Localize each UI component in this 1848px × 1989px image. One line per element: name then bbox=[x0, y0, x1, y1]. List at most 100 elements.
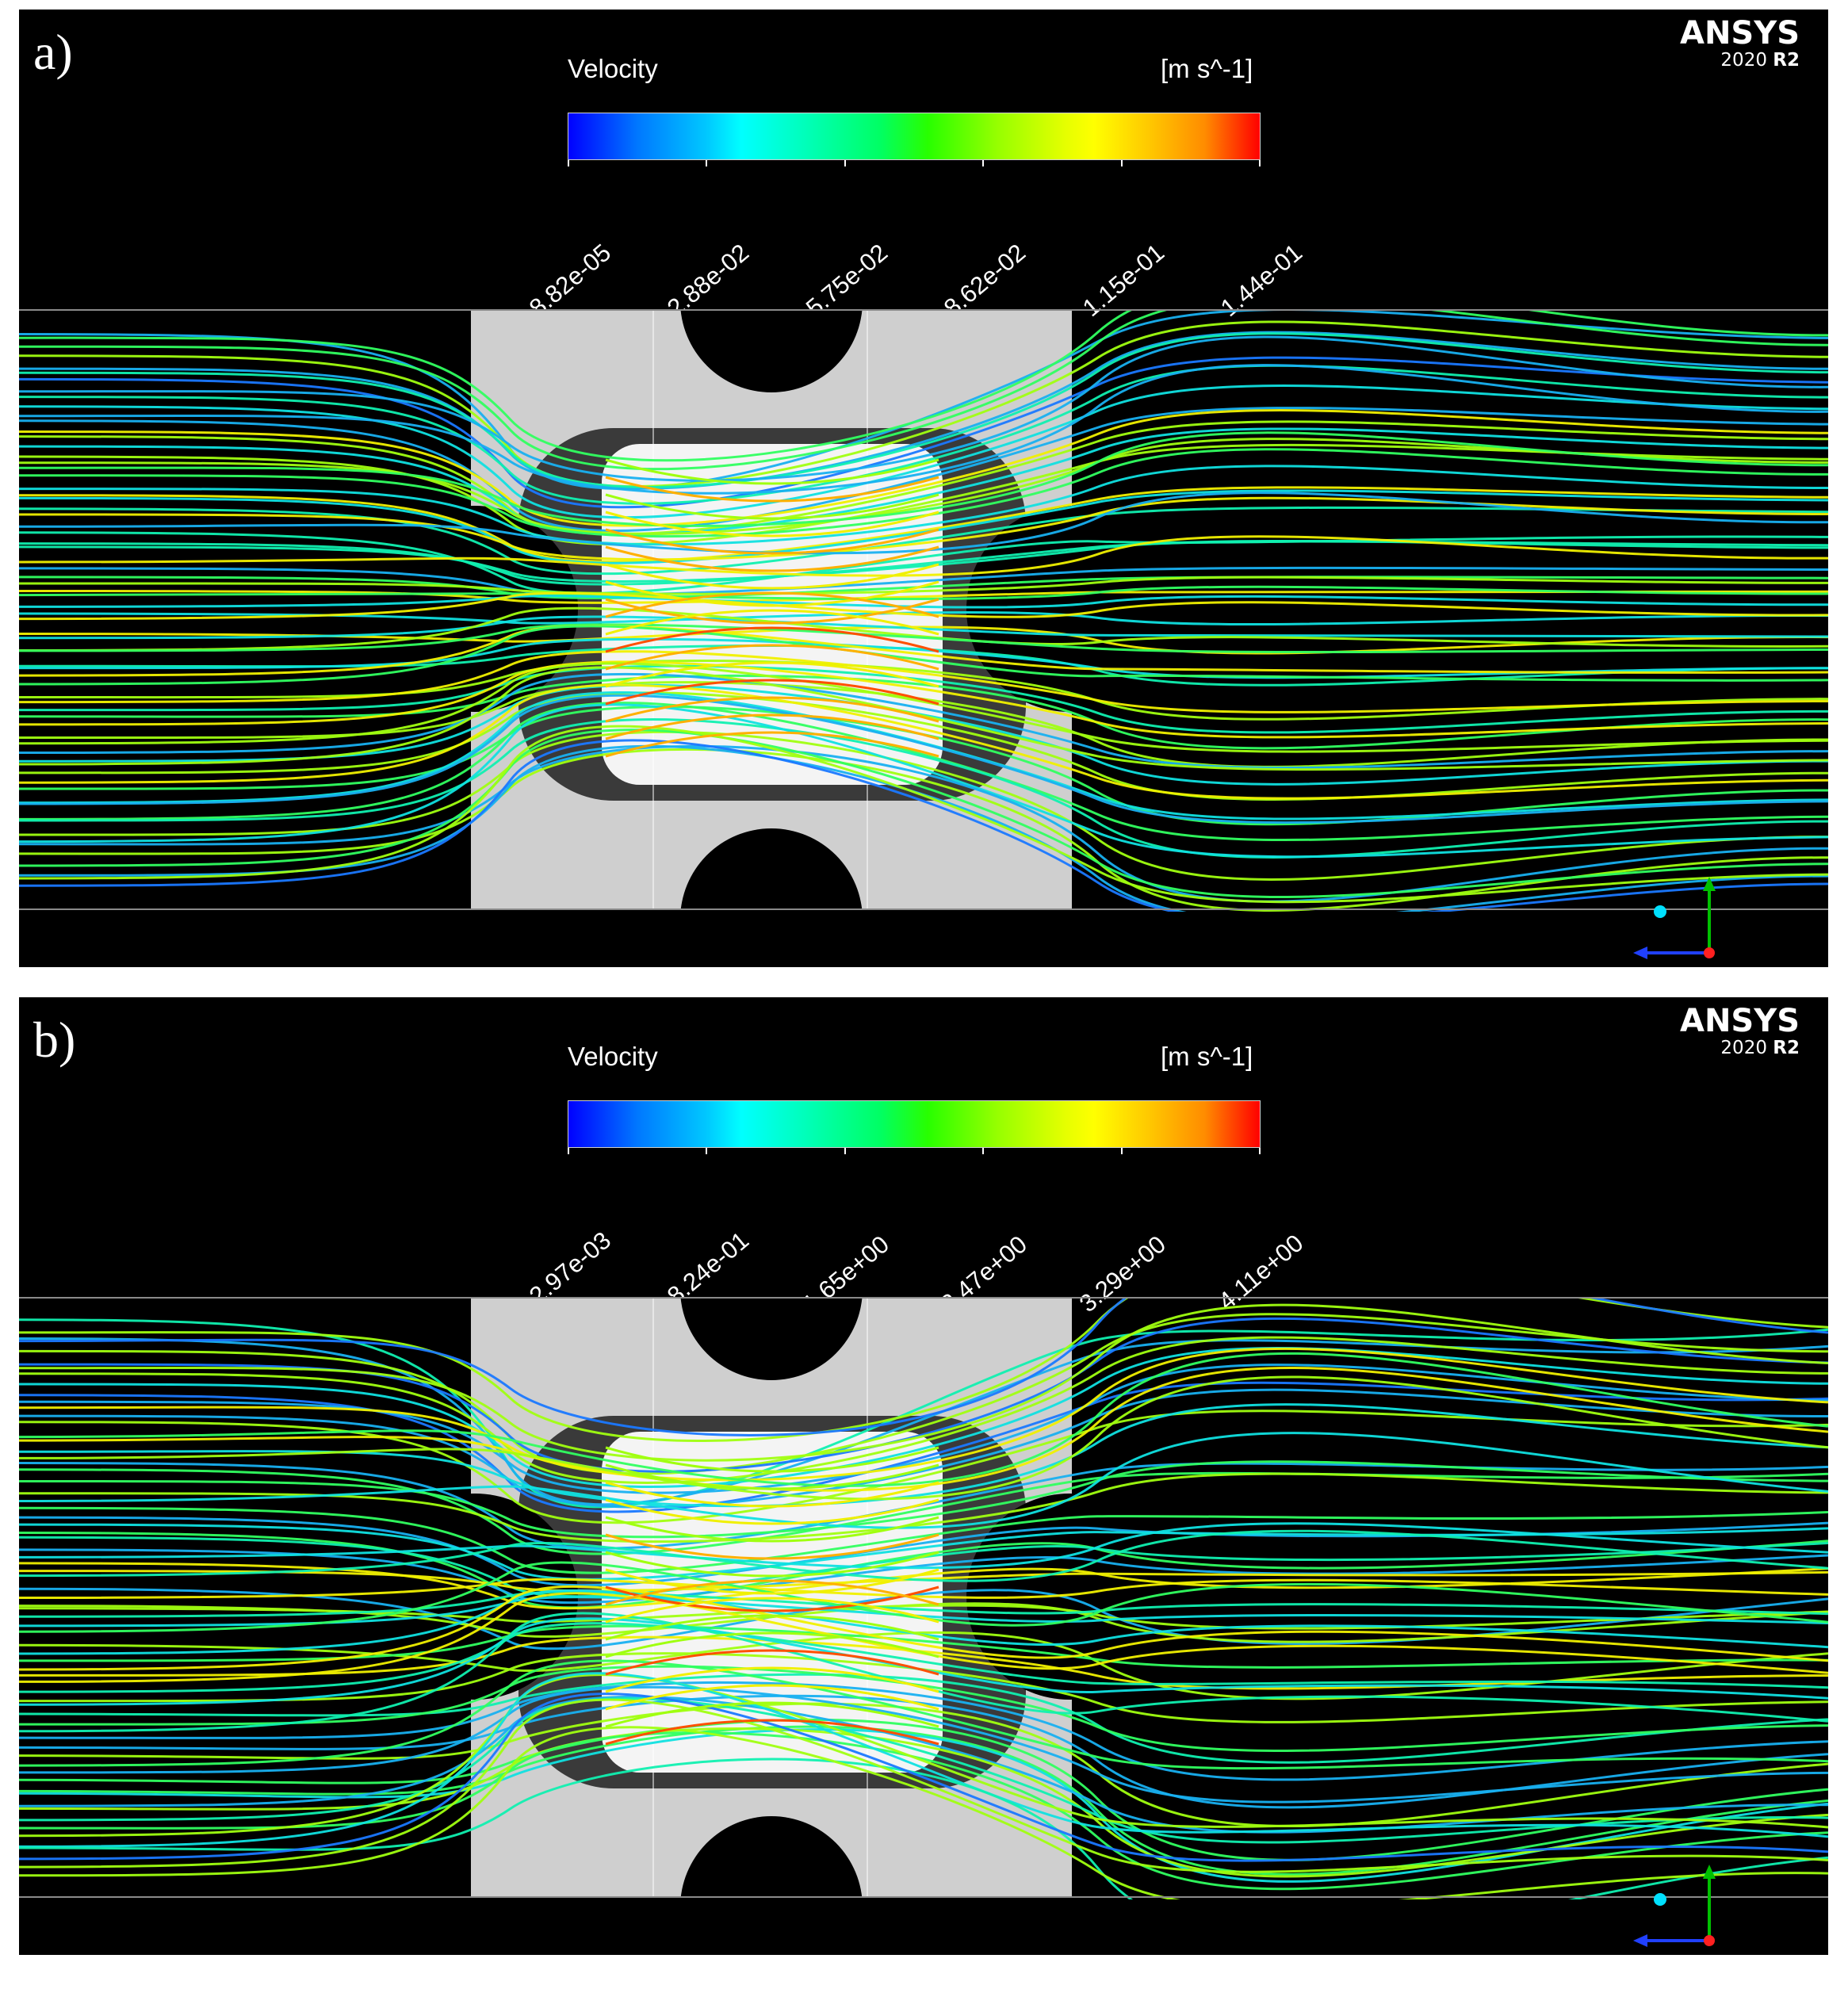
streamline bbox=[605, 1551, 939, 1578]
streamline bbox=[19, 725, 1828, 904]
streamline bbox=[19, 1612, 1828, 1733]
streamline bbox=[19, 611, 1828, 626]
streamline bbox=[19, 1673, 1828, 1838]
streamline bbox=[19, 1403, 1828, 1508]
tick-mark bbox=[844, 160, 846, 166]
streamline bbox=[19, 1652, 1828, 1723]
streamline bbox=[19, 1318, 1828, 1509]
streamline bbox=[605, 661, 939, 688]
streamline bbox=[19, 1367, 1828, 1492]
tick-mark bbox=[1259, 1148, 1261, 1154]
domain-boundary-bottom bbox=[19, 1896, 1828, 1898]
streamline bbox=[19, 576, 1828, 599]
streamline bbox=[19, 1718, 1828, 1861]
axis-x-dot bbox=[1704, 947, 1715, 958]
brand-name: ANSYS bbox=[1679, 1003, 1800, 1039]
streamline bbox=[19, 427, 1828, 536]
axis-y-arrow bbox=[1703, 1865, 1716, 1879]
brand-name: ANSYS bbox=[1679, 15, 1800, 52]
panel-letter: a) bbox=[33, 24, 73, 80]
streamline bbox=[19, 1432, 1828, 1529]
streamline bbox=[19, 1685, 1828, 1803]
domain-boundary-top bbox=[19, 1297, 1828, 1299]
streamline bbox=[605, 1481, 939, 1508]
axis-z-arrow bbox=[1633, 947, 1647, 959]
streamline bbox=[19, 332, 1828, 488]
streamline bbox=[19, 1347, 1828, 1488]
streamline bbox=[19, 672, 1828, 770]
streamline bbox=[19, 1622, 1828, 1693]
streamline bbox=[605, 609, 939, 636]
flow-domain bbox=[19, 210, 1828, 967]
streamline bbox=[19, 320, 1828, 488]
streamline bbox=[605, 1719, 939, 1746]
streamline bbox=[605, 591, 939, 618]
streamline bbox=[19, 1596, 1828, 1628]
streamline bbox=[19, 624, 1828, 677]
streamline bbox=[605, 1533, 939, 1560]
streamline bbox=[19, 662, 1828, 753]
streamline bbox=[19, 591, 1828, 621]
streamline bbox=[605, 1579, 939, 1606]
streamline bbox=[19, 1529, 1828, 1582]
tick-mark bbox=[844, 1148, 846, 1154]
streamline bbox=[19, 431, 1828, 527]
streamline bbox=[19, 637, 1828, 679]
tick-mark bbox=[982, 160, 984, 166]
streamline bbox=[19, 1697, 1828, 1844]
brand-version: 2020 R2 bbox=[1720, 1038, 1800, 1058]
streamline bbox=[19, 1726, 1828, 1909]
streamline-plot bbox=[19, 1198, 1828, 1955]
streamline bbox=[605, 545, 939, 572]
axis-z-arrow bbox=[1633, 1934, 1647, 1947]
streamline bbox=[19, 331, 1828, 490]
streamline bbox=[19, 489, 1828, 564]
streamline bbox=[19, 1352, 1828, 1487]
streamline bbox=[19, 1472, 1828, 1543]
streamline bbox=[605, 731, 939, 758]
streamline bbox=[605, 1684, 939, 1711]
streamline bbox=[19, 409, 1828, 527]
streamline bbox=[19, 1702, 1828, 1828]
tick-mark bbox=[706, 1148, 707, 1154]
streamline bbox=[19, 1731, 1828, 1891]
streamline bbox=[19, 486, 1828, 563]
streamline bbox=[19, 703, 1828, 859]
streamline bbox=[19, 1728, 1828, 1883]
streamline bbox=[19, 1570, 1828, 1593]
streamline bbox=[19, 335, 1828, 482]
streamline bbox=[19, 691, 1828, 801]
legend-units: [m s^-1] bbox=[1161, 1042, 1253, 1071]
streamline bbox=[605, 598, 939, 625]
streamline bbox=[19, 650, 1828, 713]
streamline bbox=[605, 1614, 939, 1641]
brand-version: 2020 R2 bbox=[1720, 50, 1800, 71]
streamline bbox=[19, 1695, 1828, 1834]
axis-triad bbox=[1633, 1865, 1716, 1947]
streamline bbox=[605, 1649, 939, 1676]
streamline bbox=[19, 1659, 1828, 1770]
streamline bbox=[605, 580, 939, 607]
streamline bbox=[19, 1693, 1828, 1862]
streamline bbox=[605, 696, 939, 723]
streamline bbox=[19, 1698, 1828, 1873]
streamline bbox=[19, 1468, 1828, 1555]
streamline bbox=[605, 458, 939, 485]
streamline bbox=[19, 1460, 1828, 1539]
tick-mark bbox=[1259, 160, 1261, 166]
streamline bbox=[19, 420, 1828, 536]
streamline bbox=[19, 1665, 1828, 1752]
streamline bbox=[19, 1375, 1828, 1501]
streamline bbox=[19, 664, 1828, 734]
streamline bbox=[19, 1506, 1828, 1574]
tick-mark bbox=[568, 1148, 569, 1154]
streamline bbox=[19, 407, 1828, 533]
streamline bbox=[19, 1313, 1828, 1475]
streamline bbox=[19, 718, 1828, 859]
streamline bbox=[605, 1568, 939, 1595]
streamline bbox=[19, 683, 1828, 800]
streamline bbox=[19, 1585, 1828, 1671]
streamline bbox=[19, 1681, 1828, 1781]
streamlines bbox=[19, 1253, 1828, 1942]
streamline bbox=[19, 702, 1828, 842]
